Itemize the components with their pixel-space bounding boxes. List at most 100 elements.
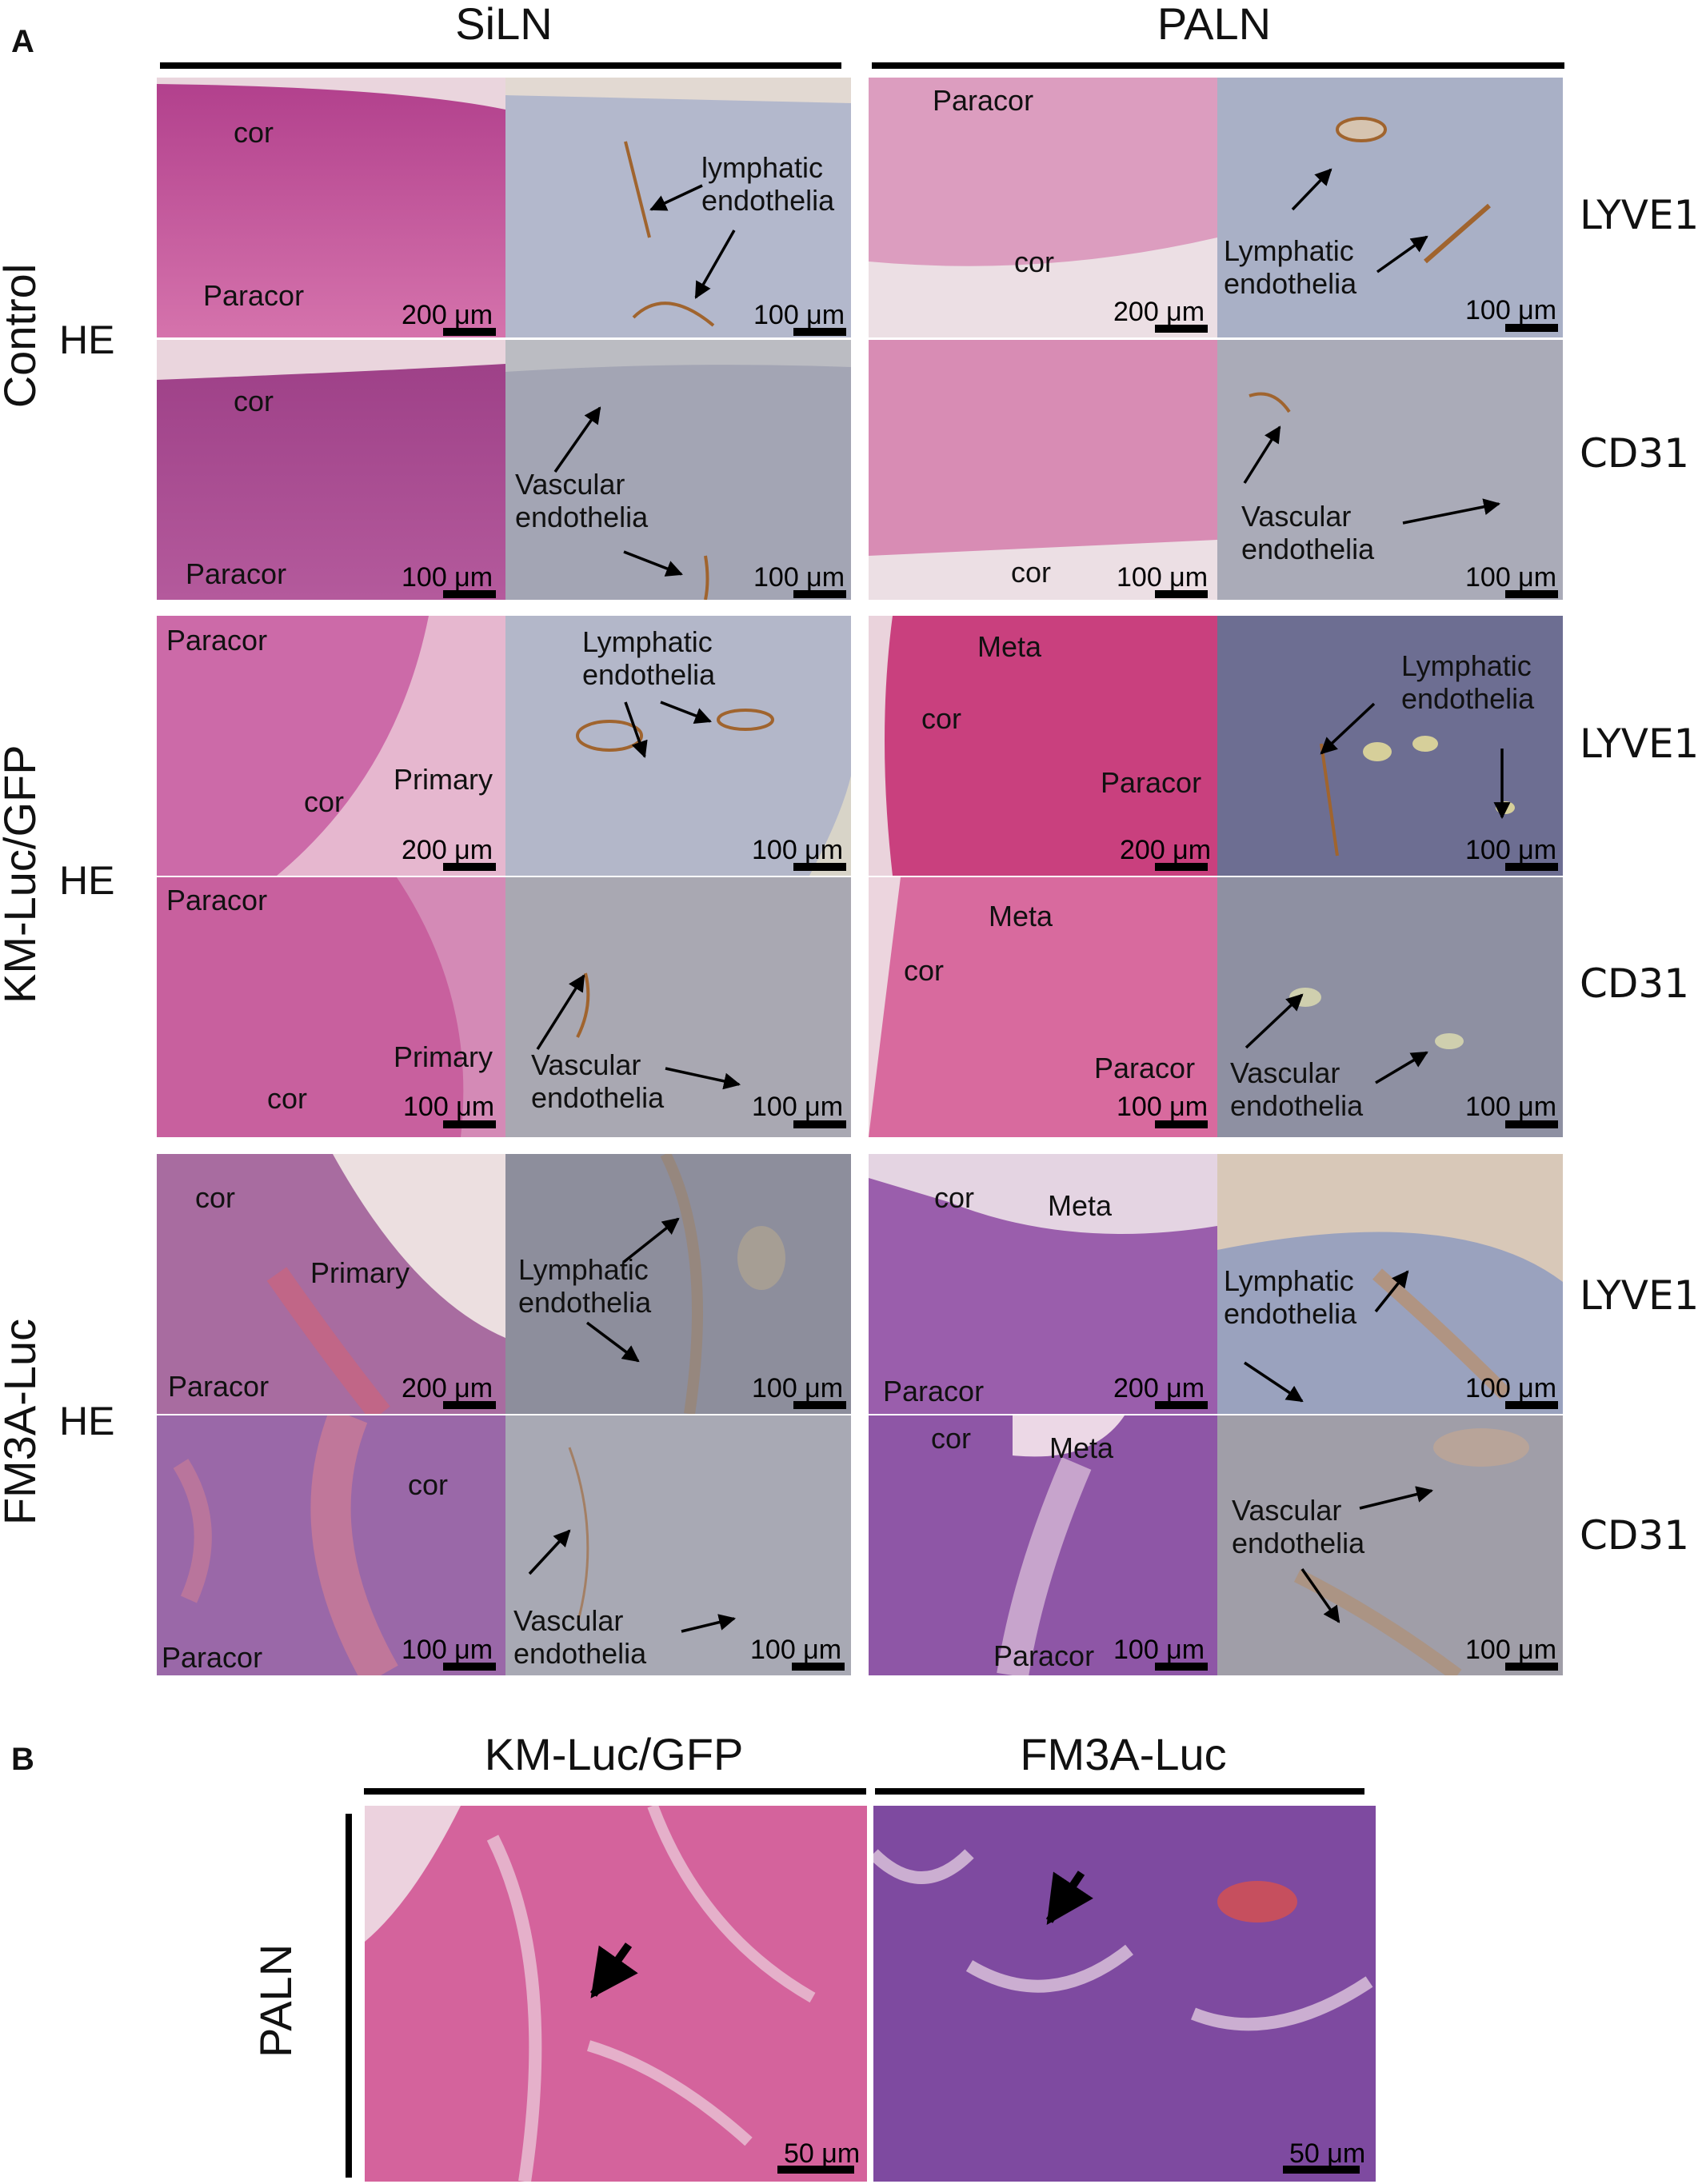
micrograph-control-siln-he-top: cor Paracor 200 μm xyxy=(157,78,505,337)
scale-bar xyxy=(792,1663,845,1671)
panel-letter-b: B xyxy=(11,1742,34,1777)
he-label-km-luc-gfp: HE xyxy=(59,858,115,903)
stain-label-lyve1-control: LYVE1 xyxy=(1580,192,1700,238)
scale-bar xyxy=(793,863,846,871)
scale-bar xyxy=(1155,1120,1208,1128)
scale-text: 100 μm xyxy=(1117,562,1209,593)
column-header-siln: SiLN xyxy=(455,0,553,49)
label-cor: cor xyxy=(1011,556,1052,589)
scale-text: 100 μm xyxy=(1465,295,1557,325)
micrograph-km-siln-cd31: Vascular endothelia 100 μm xyxy=(505,877,851,1137)
scale-text: 100 μm xyxy=(750,1635,842,1665)
scale-text: 100 μm xyxy=(402,1635,493,1665)
scale-text: 100 μm xyxy=(1465,1635,1557,1665)
scale-text: 100 μm xyxy=(1465,1373,1557,1403)
label-paracor: Paracor xyxy=(203,279,305,312)
row-header-control: Control xyxy=(0,263,45,409)
label-paracor: Paracor xyxy=(1101,766,1202,799)
stain-label-cd31-fm3a: CD31 xyxy=(1580,1512,1690,1559)
scale-text: 200 μm xyxy=(402,1373,493,1403)
column-bar-paln xyxy=(872,62,1564,69)
scale-bar xyxy=(1155,325,1208,333)
label-paracor: Paracor xyxy=(933,84,1034,117)
scale-text: 200 μm xyxy=(402,300,493,330)
scale-bar xyxy=(1155,1401,1208,1409)
label-paracor: Paracor xyxy=(186,557,287,590)
label-vascular-endothelia: Vascular endothelia xyxy=(1241,500,1375,566)
label-paracor: Paracor xyxy=(993,1639,1095,1672)
label-cor: cor xyxy=(304,785,345,818)
label-cor: cor xyxy=(931,1422,972,1455)
he-label-control: HE xyxy=(59,317,115,362)
scale-bar xyxy=(793,590,846,598)
micrograph-km-paln-he-bottom: Meta cor Paracor 100 μm xyxy=(869,877,1217,1137)
label-lymphatic-endothelia: Lymphatic endothelia xyxy=(518,1253,652,1320)
label-primary: Primary xyxy=(394,1040,493,1073)
column-header-paln: PALN xyxy=(1157,0,1272,49)
micrograph-fm3a-paln-he-top: cor Meta Paracor 200 μm xyxy=(869,1154,1217,1414)
micrograph-control-paln-he-bottom: cor 100 μm xyxy=(869,340,1217,600)
label-cor: cor xyxy=(267,1082,308,1115)
label-cor: cor xyxy=(195,1181,236,1214)
scale-text: 100 μm xyxy=(753,562,845,593)
label-lymphatic-endothelia: Lymphatic endothelia xyxy=(1224,234,1357,301)
micrograph-control-siln-lyve1: lymphatic endothelia 100 μm xyxy=(505,78,851,337)
scale-text: 100 μm xyxy=(1465,835,1557,865)
label-paracor: Paracor xyxy=(1094,1052,1196,1084)
scale-text: 100 μm xyxy=(752,835,844,865)
label-cor: cor xyxy=(408,1468,449,1501)
scale-text: 100 μm xyxy=(1117,1092,1209,1122)
scale-bar xyxy=(443,590,496,598)
column-header-fm3a-luc: FM3A-Luc xyxy=(1020,1729,1227,1779)
scale-bar xyxy=(793,1120,846,1128)
scale-bar xyxy=(777,2166,854,2174)
label-paracor: Paracor xyxy=(168,1370,270,1403)
he-label-fm3a-luc: HE xyxy=(59,1399,115,1443)
scale-text: 100 μm xyxy=(1465,1092,1557,1122)
scale-text: 200 μm xyxy=(1113,297,1205,327)
micrograph-fm3a-paln-he-bottom: cor Meta Paracor 100 μm xyxy=(869,1415,1217,1675)
label-cor: cor xyxy=(234,116,274,149)
label-primary: Primary xyxy=(310,1256,410,1289)
row-header-km-luc-gfp: KM-Luc/GFP xyxy=(0,745,45,1004)
micrograph-km-siln-lyve1: Lymphatic endothelia 100 μm xyxy=(505,616,851,876)
scale-text: 100 μm xyxy=(1113,1635,1205,1665)
micrograph-fm3a-paln-lyve1: Lymphatic endothelia 100 μm xyxy=(1217,1154,1563,1414)
label-primary: Primary xyxy=(394,763,493,796)
micrograph-fm3a-siln-lyve1: Lymphatic endothelia 100 μm xyxy=(505,1154,851,1414)
label-paracor: Paracor xyxy=(166,624,268,657)
scale-bar xyxy=(1155,1663,1208,1671)
row-header-fm3a-luc: FM3A-Luc xyxy=(0,1318,45,1526)
stain-label-lyve1-fm3a: LYVE1 xyxy=(1580,1272,1700,1319)
micrograph-fm3a-siln-he-bottom: cor Paracor 100 μm xyxy=(157,1415,505,1675)
label-vascular-endothelia: Vascular endothelia xyxy=(513,1604,647,1671)
scale-bar xyxy=(1283,2166,1360,2174)
label-lymphatic-endothelia: Lymphatic endothelia xyxy=(1224,1264,1357,1331)
label-vascular-endothelia: Vascular endothelia xyxy=(1230,1056,1364,1123)
micrograph-control-siln-he-bottom: cor Paracor 100 μm xyxy=(157,340,505,600)
micrograph-fm3a-siln-cd31: Vascular endothelia 100 μm xyxy=(505,1415,851,1675)
micrograph-fm3a-siln-he-top: cor Primary Paracor 200 μm xyxy=(157,1154,505,1414)
scale-text: 200 μm xyxy=(1113,1373,1205,1403)
scale-bar xyxy=(443,328,496,336)
panel-letter-a: A xyxy=(11,24,34,59)
scale-bar xyxy=(1505,324,1558,332)
micrograph-control-siln-cd31: Vascular endothelia 100 μm xyxy=(505,340,851,600)
micrograph-control-paln-he-top: Paracor cor 200 μm xyxy=(869,78,1217,337)
scale-bar xyxy=(1155,863,1208,871)
scale-text: 200 μm xyxy=(1120,835,1212,865)
scale-text: 100 μm xyxy=(402,562,493,593)
label-paracor: Paracor xyxy=(162,1641,263,1674)
micrograph-km-paln-lyve1: Lymphatic endothelia 100 μm xyxy=(1217,616,1563,876)
label-cor: cor xyxy=(921,702,962,735)
stain-label-lyve1-km: LYVE1 xyxy=(1580,721,1700,767)
scale-bar xyxy=(1155,590,1208,598)
scale-bar xyxy=(1505,1401,1558,1409)
row-header-paln: PALN xyxy=(250,1943,301,2058)
scale-bar xyxy=(793,1401,846,1409)
micrograph-fm3a-paln-cd31: Vascular endothelia 100 μm xyxy=(1217,1415,1563,1675)
scale-text: 50 μm xyxy=(784,2138,861,2169)
stain-label-cd31-control: CD31 xyxy=(1580,430,1690,477)
micrograph-control-paln-lyve1: Lymphatic endothelia 100 μm xyxy=(1217,78,1563,337)
